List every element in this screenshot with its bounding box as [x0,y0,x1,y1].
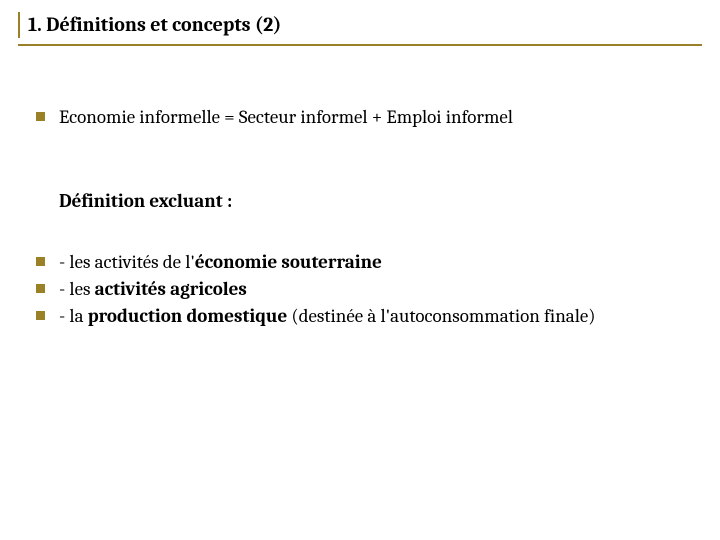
text-bold: activités agricoles [95,278,247,300]
body: Economie informelle = Secteur informel +… [36,105,686,330]
text-prefix: - les activités de l' [59,251,195,273]
list-item: - les activités de l'économie souterrain… [36,250,686,276]
list-item: - la production domestique (destinée à l… [36,304,686,330]
subheading-block: Définition excluant : [59,189,686,215]
square-bullet-icon [36,284,45,293]
subheading: Définition excluant : [59,189,686,215]
text-bold: économie souterraine [195,251,382,273]
text-bold: production domestique [88,305,288,327]
title-inner: 1. Définitions et concepts (2) [18,12,702,38]
text-prefix: - les [59,278,95,300]
square-bullet-icon [36,112,45,121]
exclusion-list: - les activités de l'économie souterrain… [36,250,686,329]
list-item: - les activités agricoles [36,277,686,303]
list-item-text: - la production domestique (destinée à l… [59,304,596,330]
text-suffix: (destinée à l'autoconsommation finale) [287,305,595,327]
title-container: 1. Définitions et concepts (2) [18,12,702,46]
bullet-text: Economie informelle = Secteur informel +… [59,105,513,131]
slide-title: 1. Définitions et concepts (2) [28,12,702,38]
square-bullet-icon [36,311,45,320]
slide: 1. Définitions et concepts (2) Economie … [0,0,720,540]
square-bullet-icon [36,257,45,266]
list-item-text: - les activités agricoles [59,277,247,303]
bullet-row: Economie informelle = Secteur informel +… [36,105,686,131]
list-item-text: - les activités de l'économie souterrain… [59,250,382,276]
text-prefix: - la [59,305,88,327]
